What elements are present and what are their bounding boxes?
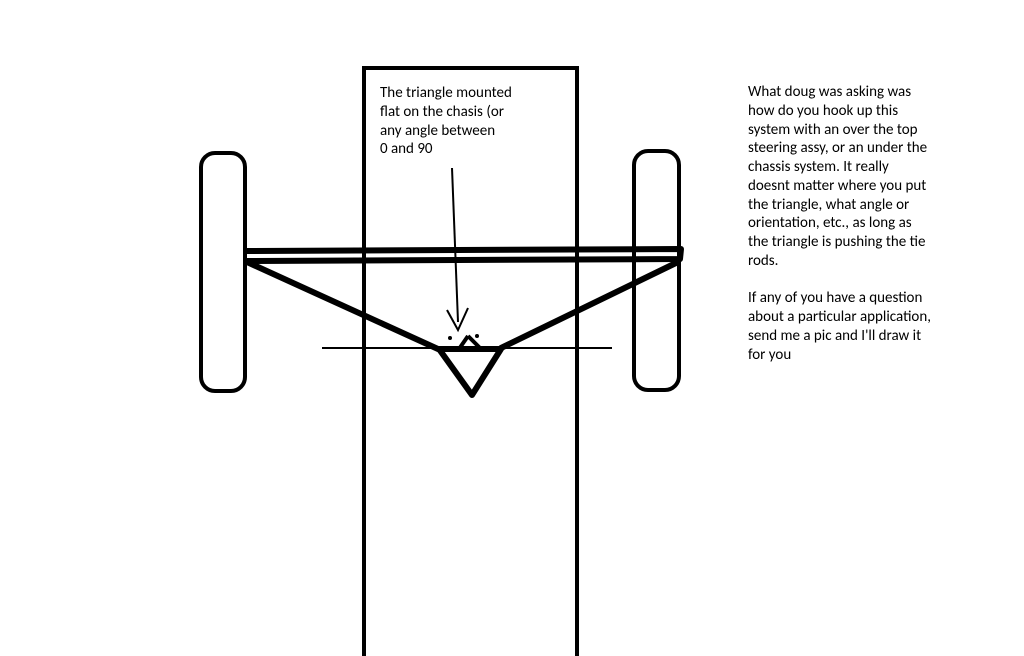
tie-rod-right (501, 262, 678, 348)
tie-rod-left (247, 262, 438, 349)
axle-bar (246, 249, 681, 261)
steering-triangle (439, 349, 501, 395)
explanation-text: What doug was asking was how do you hook… (748, 83, 933, 364)
sketch-dot (475, 334, 479, 338)
triangle-label-text: The triangle mounted flat on the chasis … (380, 84, 560, 159)
left-wheel (201, 153, 245, 391)
diagram-canvas: The triangle mounted flat on the chasis … (0, 0, 1024, 656)
sketch-dot (448, 336, 452, 340)
